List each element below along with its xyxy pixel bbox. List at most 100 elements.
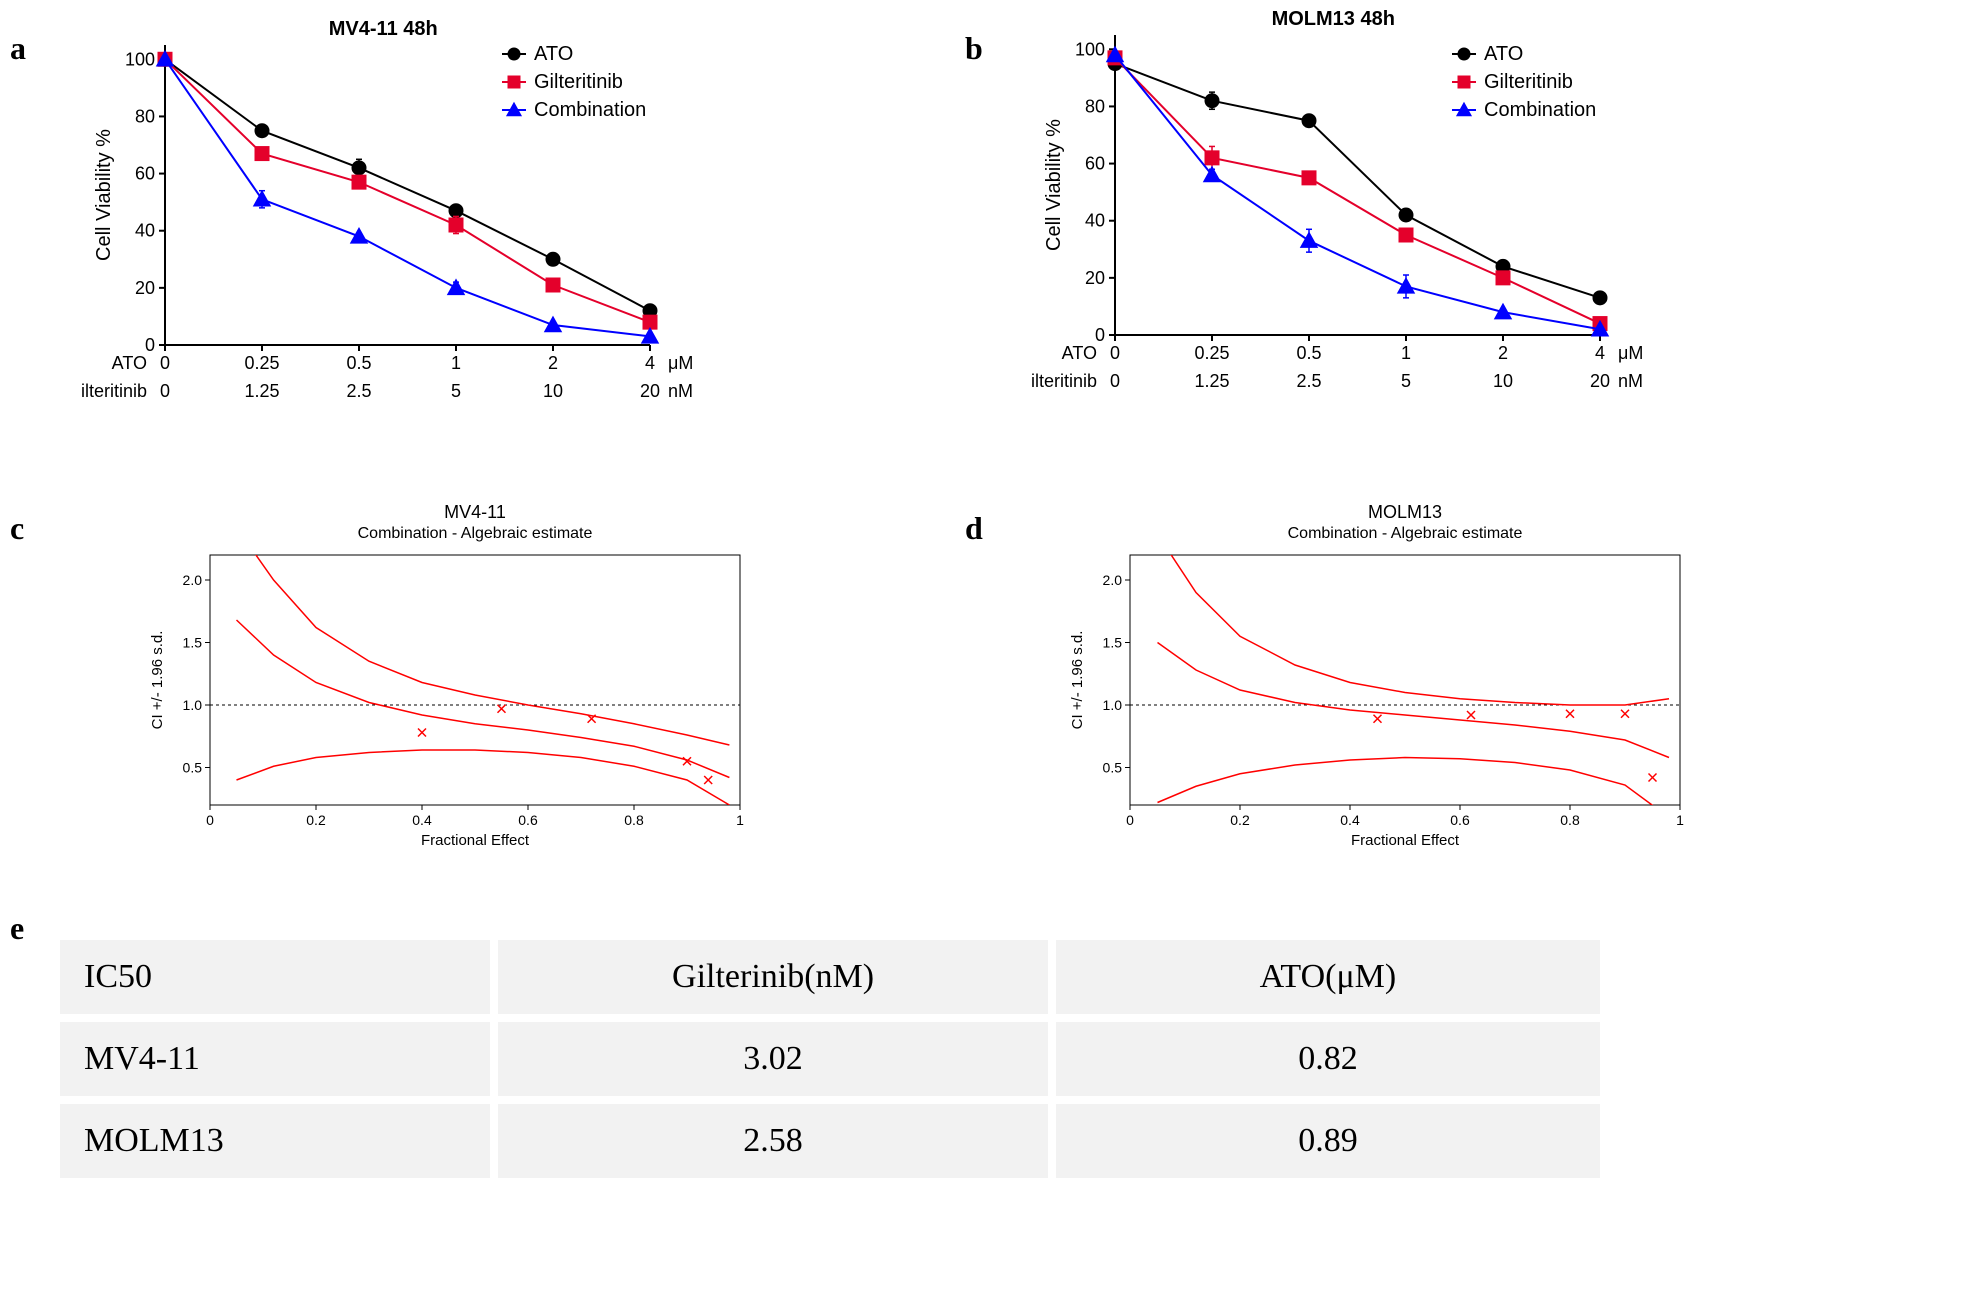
svg-text:CI +/- 1.96 s.d.: CI +/- 1.96 s.d. [1069,631,1086,730]
panel-b: MOLM13 48h020406080100Cell Viability %00… [1030,0,1680,430]
svg-text:0.5: 0.5 [1103,760,1123,776]
svg-text:100: 100 [1075,39,1105,59]
svg-text:0.25: 0.25 [1194,343,1229,363]
svg-text:nM: nM [668,381,693,401]
legend-label: Combination [1484,99,1596,122]
svg-text:1: 1 [1401,343,1411,363]
legend-b: ATO Gilteritinib Combination [1450,40,1596,124]
table-cell: 0.82 [1052,1018,1600,1100]
svg-text:40: 40 [1085,211,1105,231]
svg-text:ATO: ATO [112,353,147,373]
svg-text:0: 0 [206,812,214,828]
svg-text:5: 5 [451,381,461,401]
svg-text:MOLM13 48h: MOLM13 48h [1272,8,1395,30]
svg-text:0: 0 [1095,325,1105,345]
legend-label: Combination [534,99,646,122]
table-row: MOLM13 2.58 0.89 [60,1100,1600,1178]
svg-text:1.5: 1.5 [183,635,203,651]
chart-c: MV4-11 Combination - Algebraic estimate 0.… [140,500,760,860]
table-header: ATO(μM) [1052,940,1600,1018]
svg-text:2.5: 2.5 [1296,371,1321,391]
svg-text:0.5: 0.5 [346,353,371,373]
table-row: MV4-11 3.02 0.82 [60,1018,1600,1100]
table-cell: MOLM13 [60,1100,494,1178]
svg-text:2.0: 2.0 [183,572,203,588]
panel-label-e: e [10,910,24,947]
svg-text:0.2: 0.2 [306,812,326,828]
panel-d: MOLM13Combination - Algebraic estimate0.… [1060,500,1700,860]
svg-text:0.6: 0.6 [1450,812,1470,828]
svg-text:0.4: 0.4 [1340,812,1360,828]
svg-text:Combination - Algebraic estima: Combination - Algebraic estimate [358,525,593,542]
svg-text:Combination - Algebraic estima: Combination - Algebraic estimate [1288,525,1523,542]
svg-text:2: 2 [548,353,558,373]
svg-text:1.0: 1.0 [183,697,203,713]
svg-text:2: 2 [1498,343,1508,363]
svg-text:μM: μM [1618,343,1643,363]
svg-text:Fractional Effect: Fractional Effect [1351,832,1460,849]
svg-text:0: 0 [1110,343,1120,363]
svg-text:0.5: 0.5 [1296,343,1321,363]
svg-text:MV4-11: MV4-11 [444,502,506,522]
chart-d: MOLM13Combination - Algebraic estimate0.… [1060,500,1700,860]
panel-label-b: b [965,30,983,67]
svg-text:Cell Viability %: Cell Viability % [93,129,115,261]
svg-text:80: 80 [1085,96,1105,116]
svg-text:0.6: 0.6 [518,812,538,828]
svg-text:CI +/- 1.96 s.d.: CI +/- 1.96 s.d. [149,631,166,730]
table-header-row: IC50 Gilterinib(nM) ATO(μM) [60,940,1600,1018]
svg-text:0.8: 0.8 [1560,812,1580,828]
ic50-table: IC50 Gilterinib(nM) ATO(μM) MV4-11 3.02 … [60,940,1600,1178]
svg-text:0.2: 0.2 [1230,812,1250,828]
panel-c: MV4-11 Combination - Algebraic estimate 0.… [140,500,760,860]
svg-text:40: 40 [135,221,155,241]
svg-text:0.8: 0.8 [624,812,644,828]
svg-text:1: 1 [736,812,744,828]
svg-text:1.5: 1.5 [1103,635,1123,651]
table-header: Gilterinib(nM) [494,940,1052,1018]
svg-text:2.5: 2.5 [346,381,371,401]
table-cell: MV4-11 [60,1018,494,1100]
svg-text:20: 20 [1590,371,1610,391]
legend-label: ATO [1484,43,1523,66]
svg-text:Cell Viability %: Cell Viability % [1043,119,1065,251]
svg-text:4: 4 [1595,343,1605,363]
svg-text:0.5: 0.5 [183,760,203,776]
svg-text:1.25: 1.25 [244,381,279,401]
svg-text:1.25: 1.25 [1194,371,1229,391]
svg-text:0.4: 0.4 [412,812,432,828]
svg-text:60: 60 [1085,154,1105,174]
svg-text:0: 0 [160,353,170,373]
svg-text:4: 4 [645,353,655,373]
svg-text:2.0: 2.0 [1103,572,1123,588]
legend-a: ATO Gilteritinib Combination [500,40,646,124]
svg-text:10: 10 [543,381,563,401]
svg-text:0.25: 0.25 [244,353,279,373]
svg-text:0: 0 [145,335,155,355]
table-cell: 0.89 [1052,1100,1600,1178]
panel-label-c: c [10,510,24,547]
svg-text:μM: μM [668,353,693,373]
svg-text:0: 0 [1110,371,1120,391]
panel-a: MV4-11 48h020406080100Cell Viability %00… [80,10,730,440]
panel-label-a: a [10,30,26,67]
svg-text:20: 20 [135,278,155,298]
svg-text:Fractional Effect: Fractional Effect [421,832,530,849]
svg-text:5: 5 [1401,371,1411,391]
svg-text:0: 0 [1126,812,1134,828]
legend-label: ATO [534,43,573,66]
svg-text:Gilteritinib: Gilteritinib [80,381,147,401]
svg-text:1.0: 1.0 [1103,697,1123,713]
panel-label-d: d [965,510,983,547]
svg-text:0: 0 [160,381,170,401]
svg-text:ATO: ATO [1062,343,1097,363]
svg-text:1: 1 [451,353,461,373]
table-cell: 3.02 [494,1018,1052,1100]
svg-text:MV4-11 48h: MV4-11 48h [329,18,438,40]
svg-text:80: 80 [135,106,155,126]
figure: a b c d e MV4-11 48h020406080100Cell Via… [0,0,1961,1307]
table-cell: 2.58 [494,1100,1052,1178]
svg-text:1: 1 [1676,812,1684,828]
svg-text:Gilteritinib: Gilteritinib [1030,371,1097,391]
svg-text:100: 100 [125,49,155,69]
